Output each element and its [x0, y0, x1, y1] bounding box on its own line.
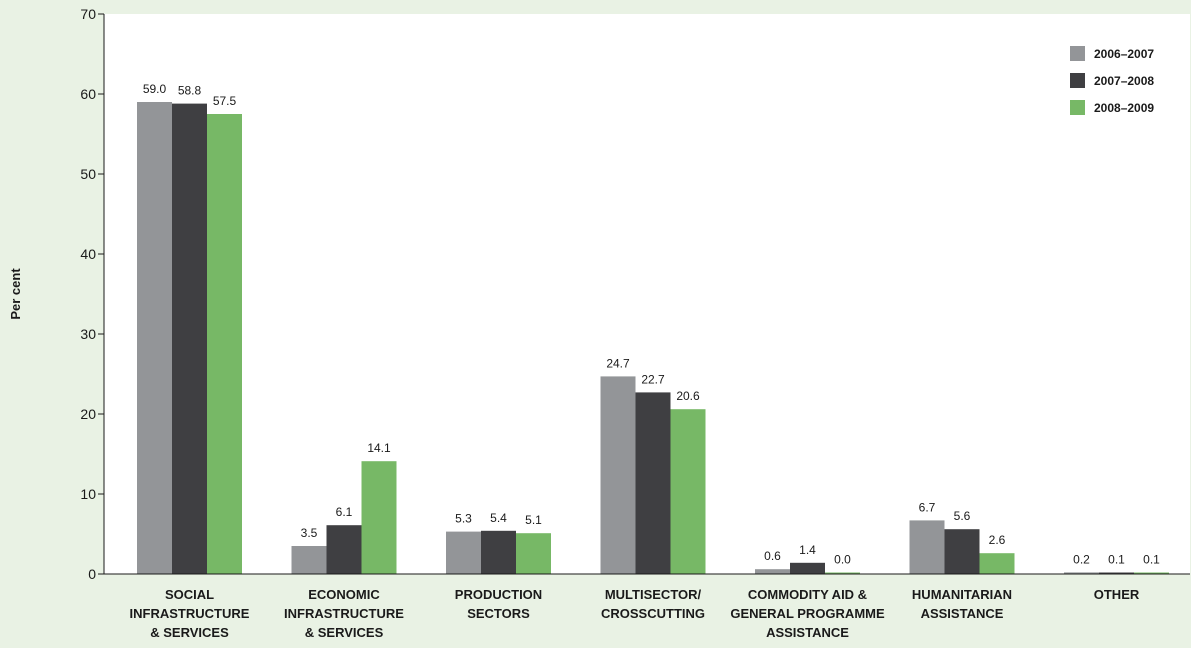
category-label: ECONOMIC: [308, 587, 380, 602]
y-tick-label: 20: [80, 406, 96, 422]
bar-value-label: 0.2: [1073, 552, 1090, 566]
bar-value-label: 5.4: [490, 511, 507, 525]
bar: [944, 529, 980, 574]
category-label: SECTORS: [467, 606, 530, 621]
y-tick-label: 70: [80, 6, 96, 22]
bar-value-label: 5.6: [954, 509, 971, 523]
bar-value-label: 0.6: [764, 549, 781, 563]
legend-label: 2008–2009: [1094, 101, 1154, 115]
bar-value-label: 0.0: [834, 553, 851, 567]
bar-value-label: 58.8: [178, 84, 202, 98]
category-label: GENERAL PROGRAMME: [730, 606, 885, 621]
legend-swatch: [1070, 46, 1085, 61]
bar: [516, 533, 551, 574]
legend-label: 2006–2007: [1094, 47, 1154, 61]
category-label: & SERVICES: [305, 625, 384, 640]
bar: [207, 114, 242, 574]
bar-value-label: 14.1: [367, 441, 391, 455]
bar: [909, 520, 945, 574]
bar: [326, 525, 362, 574]
category-label: ASSISTANCE: [921, 606, 1004, 621]
bar: [291, 546, 327, 574]
bar: [1099, 572, 1134, 574]
bar: [446, 531, 481, 574]
bar-value-label: 1.4: [799, 543, 816, 557]
y-axis-label: Per cent: [8, 268, 23, 320]
bar-value-label: 57.5: [213, 94, 237, 108]
category-label: PRODUCTION: [455, 587, 542, 602]
bar-value-label: 3.5: [301, 526, 318, 540]
category-label: INFRASTRUCTURE: [284, 606, 404, 621]
bar: [137, 102, 172, 574]
bar-value-label: 6.7: [919, 500, 936, 514]
bar-value-label: 22.7: [641, 372, 665, 386]
category-label: HUMANITARIAN: [912, 587, 1012, 602]
bar: [361, 461, 397, 574]
bar-value-label: 20.6: [676, 389, 700, 403]
y-tick-label: 0: [88, 566, 96, 582]
bar: [635, 392, 671, 574]
category-label: SOCIAL: [165, 587, 214, 602]
bar-value-label: 2.6: [989, 533, 1006, 547]
value-labels-group: 59.0 58.8 57.5 3.5 6.1 14.1 5.3 5.4 5.1 24.7 22.7 2…: [143, 82, 1160, 567]
bar: [600, 376, 636, 574]
category-label: INFRASTRUCTURE: [130, 606, 250, 621]
category-label: MULTISECTOR/: [605, 587, 702, 602]
bar: [481, 530, 516, 574]
category-labels-group: SOCIAL INFRASTRUCTURE & SERVICES ECONOMIC IN…: [130, 587, 1140, 640]
bar-value-label: 0.1: [1143, 553, 1160, 567]
bar: [670, 409, 706, 574]
y-tick-label: 50: [80, 166, 96, 182]
bar-value-label: 6.1: [336, 505, 353, 519]
category-label: OTHER: [1094, 587, 1140, 602]
bar-value-label: 24.7: [606, 356, 630, 370]
legend-swatch: [1070, 100, 1085, 115]
bars-group: [137, 102, 1169, 574]
bar: [755, 569, 790, 574]
y-ticks-group: 0 10 20 30 40 50 60 70: [80, 6, 104, 582]
bar: [1064, 572, 1099, 574]
legend: 2006–2007 2007–2008 2008–2009: [1070, 46, 1154, 115]
bar: [790, 562, 825, 574]
bar-value-label: 59.0: [143, 82, 167, 96]
y-tick-label: 40: [80, 246, 96, 262]
y-tick-label: 30: [80, 326, 96, 342]
legend-label: 2007–2008: [1094, 74, 1154, 88]
legend-swatch: [1070, 73, 1085, 88]
bar-value-label: 0.1: [1108, 553, 1125, 567]
bar-value-label: 5.3: [455, 512, 472, 526]
category-label: CROSSCUTTING: [601, 606, 705, 621]
category-label: COMMODITY AID &: [748, 587, 867, 602]
bar-value-label: 5.1: [525, 513, 542, 527]
category-label: & SERVICES: [150, 625, 229, 640]
y-tick-label: 60: [80, 86, 96, 102]
category-label: ASSISTANCE: [766, 625, 849, 640]
bar: [172, 103, 207, 574]
bar: [979, 553, 1015, 574]
bar: [1134, 572, 1169, 574]
bar: [825, 572, 860, 574]
y-tick-label: 10: [80, 486, 96, 502]
